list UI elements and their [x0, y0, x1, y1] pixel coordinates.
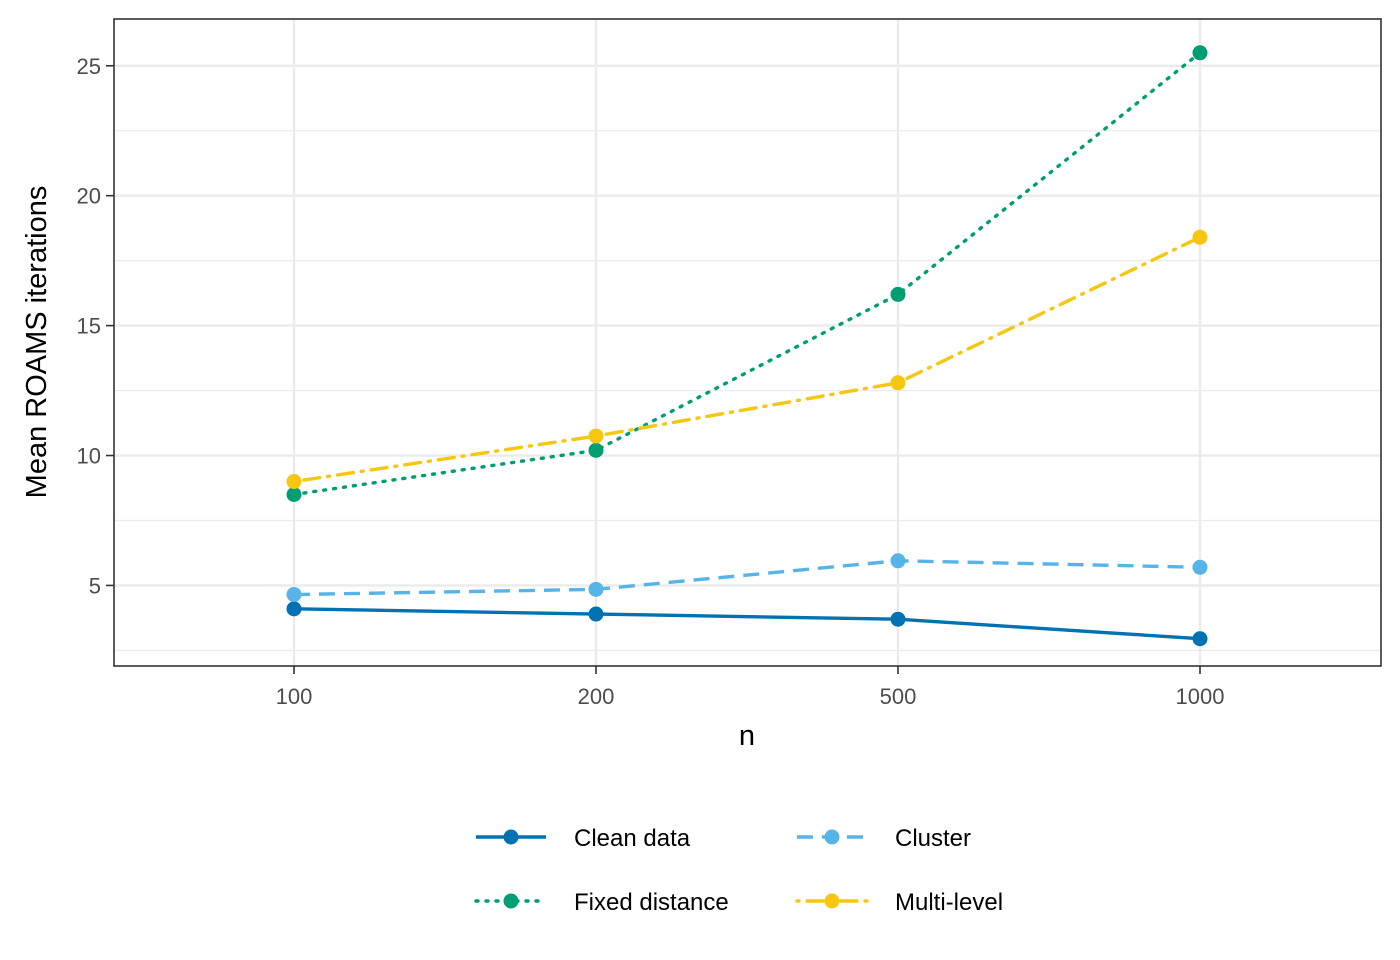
legend-label: Fixed distance — [574, 889, 729, 916]
legend-key-point — [824, 829, 840, 845]
legend-item-clean-data: Clean data — [476, 825, 691, 852]
legend-item-fixed-distance: Fixed distance — [474, 889, 729, 916]
legend-key-point — [824, 893, 840, 909]
y-tick-label: 5 — [89, 573, 101, 598]
series-line-cluster — [293, 559, 1201, 597]
y-tick-label: 20 — [77, 184, 101, 209]
legend-label: Cluster — [895, 825, 971, 852]
series-layer — [286, 45, 1208, 647]
data-point-clean-data — [286, 601, 302, 617]
grid-lines — [114, 19, 1381, 666]
data-point-multi-level — [1192, 229, 1208, 245]
x-tick-label: 200 — [578, 684, 615, 709]
data-point-cluster — [588, 581, 604, 597]
data-point-multi-level — [286, 474, 302, 490]
x-axis: 100 200 500 1000 — [276, 666, 1225, 709]
data-point-fixed-distance — [890, 286, 906, 302]
data-point-clean-data — [890, 611, 906, 627]
data-point-cluster — [890, 553, 906, 569]
data-point-clean-data — [588, 606, 604, 622]
legend: Clean data Cluster Fixed distance Multi-lev… — [474, 825, 1003, 916]
data-point-fixed-distance — [1192, 45, 1208, 61]
y-tick-label: 15 — [77, 314, 101, 339]
data-point-cluster — [286, 587, 302, 603]
series-line-clean-data — [293, 607, 1201, 641]
legend-item-multi-level: Multi-level — [795, 889, 1003, 916]
data-point-multi-level — [588, 428, 604, 444]
legend-label: Clean data — [574, 825, 691, 852]
x-tick-label: 1000 — [1176, 684, 1225, 709]
y-tick-label: 25 — [77, 54, 101, 79]
series-line-fixed-distance — [292, 51, 1202, 497]
data-point-cluster — [1192, 559, 1208, 575]
series-line-multi-level — [292, 235, 1202, 484]
y-tick-label: 10 — [77, 444, 101, 469]
data-point-multi-level — [890, 375, 906, 391]
legend-item-cluster: Cluster — [797, 825, 971, 852]
y-axis: 5 10 15 20 25 — [77, 54, 114, 598]
x-tick-label: 500 — [880, 684, 917, 709]
x-axis-title: n — [739, 720, 755, 752]
y-axis-title: Mean ROAMS iterations — [21, 186, 53, 499]
data-point-fixed-distance — [286, 487, 302, 503]
legend-key-point — [503, 829, 519, 845]
data-point-clean-data — [1192, 631, 1208, 647]
data-point-fixed-distance — [588, 442, 604, 458]
legend-label: Multi-level — [895, 889, 1003, 916]
legend-key-point — [503, 893, 519, 909]
plot-panel-border — [113, 18, 1382, 667]
x-tick-label: 100 — [276, 684, 313, 709]
